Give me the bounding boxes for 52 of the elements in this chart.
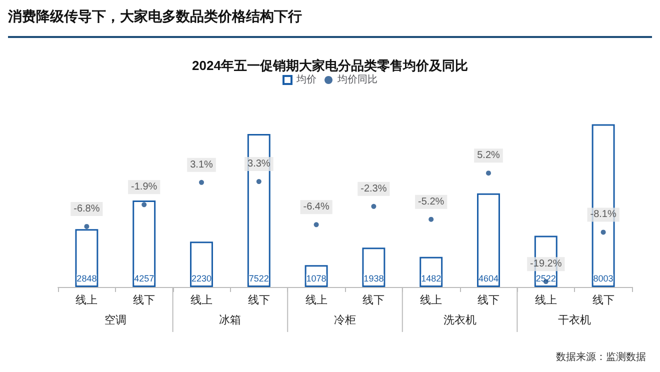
x-tick-label: 线下 [362,294,385,306]
point [428,216,434,222]
point [600,230,606,235]
x-tick-label: 线上 [420,294,442,306]
x-tick-label: 线下 [248,294,270,306]
data-label: 1482 [421,274,442,284]
data-label: -19.2% [530,258,562,270]
data-label: 8003 [593,274,614,284]
data-label: 7522 [248,274,269,284]
data-label: 1078 [306,274,326,284]
data-label: 3.1% [190,159,214,170]
x-tick-label: 线下 [133,294,156,306]
text: 冰箱 [219,314,242,326]
x-tick-label: 线下 [478,294,500,306]
data-label: -6.8% [74,203,100,214]
x-tick-label: 线上 [534,294,557,306]
point [314,222,319,228]
x-tick-label: 线下 [592,294,614,306]
data-label: 4257 [134,274,154,284]
chart-subtitle: 消费降级传导下，大家电多数品类价格结构下行 [8,8,302,26]
data-label: -2.3% [360,183,387,194]
point [142,202,147,208]
data-label: -1.9% [131,182,158,193]
x-tick-label: 线上 [190,294,212,306]
legend-label: 均价同比 [336,74,378,86]
text: 空调 [104,314,126,326]
data-label: 4604 [478,274,499,284]
chart-title: 2024年五一促销期大家电分品类零售均价及同比 [192,58,468,73]
point [199,180,204,185]
text: 干衣机 [558,314,592,326]
data-label: -5.2% [418,196,444,208]
point [256,179,262,184]
text: 冷柜 [334,314,356,326]
legend-label: 均价 [296,74,316,86]
data-label: 2522 [536,274,556,284]
data-label: -8.1% [590,209,616,220]
bar [75,229,98,287]
bar [132,200,156,287]
point [84,224,90,229]
data-label: 2230 [191,274,212,284]
point [371,204,376,209]
data-label: 1938 [364,274,384,284]
data-label: 3.3% [248,158,270,170]
bar [477,193,500,287]
x-tick-label: 线上 [305,294,328,306]
data-label: 2848 [76,274,97,284]
data-label: 5.2% [477,150,500,162]
source-note: 数据来源：监测数据 [556,350,646,364]
x-tick-label: 线上 [76,294,98,306]
point [486,170,491,176]
text: 洗衣机 [443,314,476,326]
data-label: -6.4% [303,202,330,213]
